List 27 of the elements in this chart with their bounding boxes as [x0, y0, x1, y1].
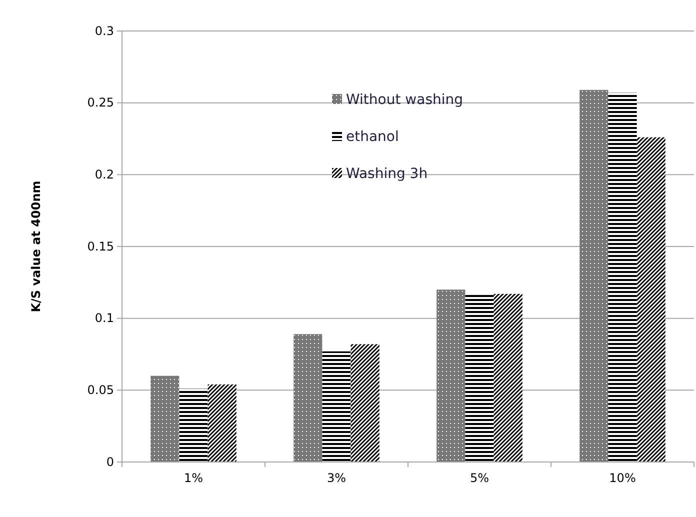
- bar: [208, 384, 236, 462]
- y-tick-label: 0.25: [87, 96, 114, 110]
- bar: [608, 92, 637, 462]
- bar: [436, 290, 466, 462]
- bar: [350, 344, 380, 462]
- y-tick-label: 0.15: [87, 239, 114, 254]
- bar: [179, 388, 208, 462]
- legend-label: ethanol: [346, 128, 399, 145]
- bar: [494, 294, 522, 462]
- bar: [294, 334, 322, 462]
- bar: [465, 294, 494, 462]
- y-axis-title: K/S value at 400nm: [29, 180, 43, 312]
- x-tick-label: 1%: [184, 470, 204, 485]
- bar: [150, 376, 180, 462]
- bar: [322, 351, 351, 462]
- bar: [580, 90, 608, 462]
- x-tick-label: 3%: [326, 470, 346, 485]
- y-tick-label: 0.2: [94, 168, 114, 182]
- legend-label: Without washing: [346, 92, 464, 108]
- x-tick-label: 5%: [470, 470, 490, 485]
- bar: [636, 137, 666, 462]
- y-tick-label: 0.3: [94, 24, 114, 38]
- y-tick-label: 0: [106, 454, 114, 469]
- x-tick-label: 10%: [609, 470, 636, 485]
- y-tick-label: 0.1: [94, 311, 114, 326]
- y-tick-label: 0.05: [87, 383, 114, 398]
- legend-label: Washing 3h: [346, 166, 428, 182]
